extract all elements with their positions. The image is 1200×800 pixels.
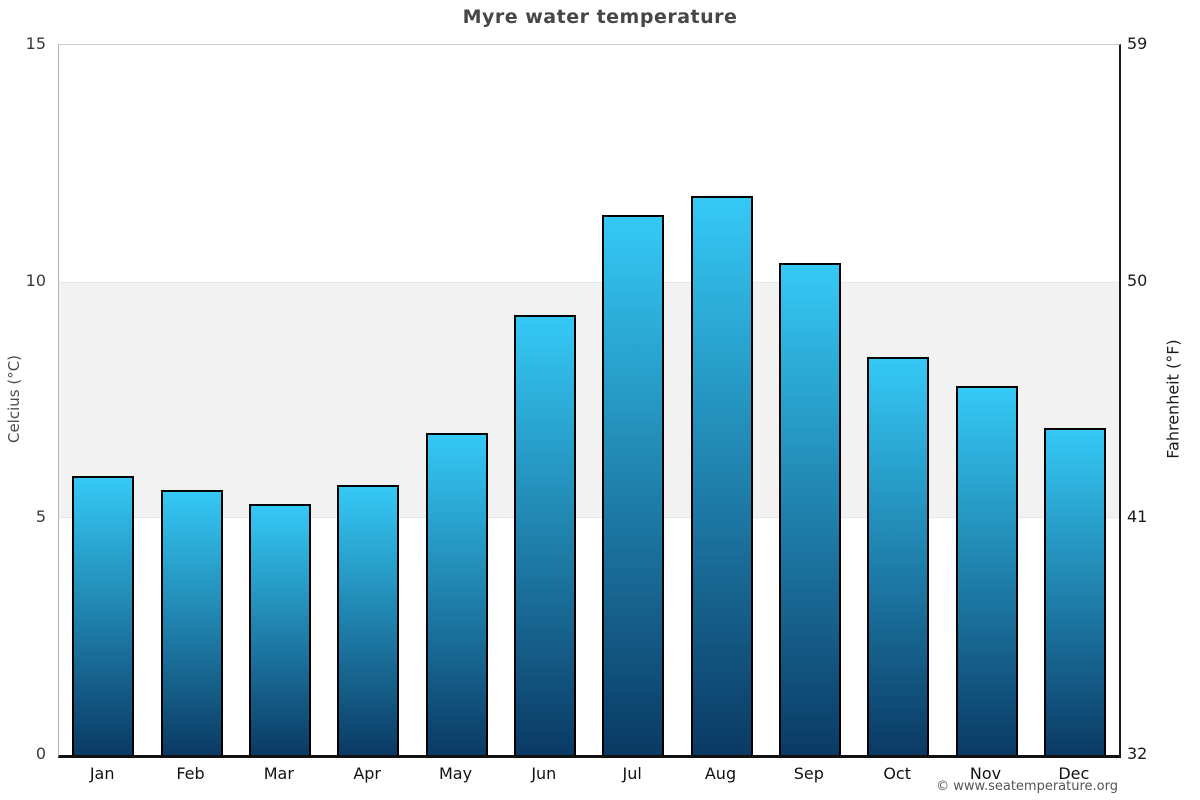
bar-feb bbox=[160, 489, 223, 755]
x-tick-label-apr: Apr bbox=[353, 764, 381, 783]
x-tick-label-jun: Jun bbox=[531, 764, 557, 783]
bar-nov bbox=[955, 385, 1018, 755]
y-tick-label-celsius: 5 bbox=[35, 507, 46, 527]
x-tick-label-oct: Oct bbox=[883, 764, 911, 783]
bar-oct bbox=[867, 357, 930, 755]
y-tick-label-celsius: 15 bbox=[25, 34, 46, 53]
chart-title: Myre water temperature bbox=[462, 6, 738, 28]
bar-apr bbox=[337, 485, 400, 755]
bar-sep bbox=[778, 262, 841, 755]
y-tick-label-fahrenheit: 32 bbox=[1127, 744, 1148, 763]
y-tick-label-celsius: 10 bbox=[25, 270, 46, 290]
x-tick-label-nov: Nov bbox=[969, 764, 1002, 783]
x-tick-label-feb: Feb bbox=[176, 764, 205, 783]
plot-area bbox=[58, 44, 1121, 758]
x-tick-label-aug: Aug bbox=[704, 764, 737, 783]
bar-jan bbox=[72, 475, 135, 755]
y-axis-label-celsius: Celcius (°C) bbox=[5, 354, 23, 444]
bar-may bbox=[425, 433, 488, 755]
bar-dec bbox=[1043, 428, 1106, 755]
bar-mar bbox=[248, 504, 311, 755]
x-tick-label-jan: Jan bbox=[89, 764, 115, 783]
bar-jun bbox=[513, 314, 576, 755]
bar-jul bbox=[602, 215, 665, 755]
x-tick-label-mar: Mar bbox=[263, 764, 294, 783]
y-tick-label-fahrenheit: 59 bbox=[1127, 34, 1148, 53]
copyright-text: © www.seatemperature.org bbox=[936, 779, 1118, 794]
bar-aug bbox=[690, 196, 753, 755]
x-tick-label-jul: Jul bbox=[622, 764, 642, 783]
x-tick-label-sep: Sep bbox=[793, 764, 824, 783]
highlight-band bbox=[59, 281, 1119, 519]
y-tick-label-celsius: 0 bbox=[35, 744, 46, 763]
y-tick-label-fahrenheit: 41 bbox=[1127, 507, 1148, 527]
y-tick-label-fahrenheit: 50 bbox=[1127, 270, 1148, 290]
x-tick-label-dec: Dec bbox=[1058, 764, 1090, 783]
y-axis-label-fahrenheit: Fahrenheit (°F) bbox=[1163, 339, 1183, 459]
x-tick-label-may: May bbox=[438, 764, 473, 783]
